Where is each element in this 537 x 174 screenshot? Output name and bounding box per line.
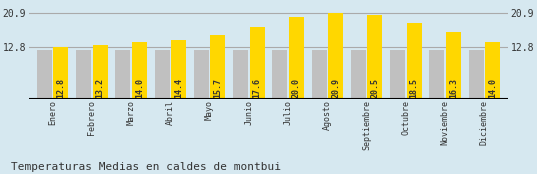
Bar xyxy=(367,15,382,99)
Bar xyxy=(250,27,265,99)
Bar xyxy=(430,50,444,99)
Bar xyxy=(194,50,209,99)
Text: 13.2: 13.2 xyxy=(96,78,105,98)
Bar xyxy=(328,13,343,99)
Text: 16.3: 16.3 xyxy=(449,78,458,98)
Text: 20.5: 20.5 xyxy=(371,78,379,98)
Bar xyxy=(311,50,326,99)
Bar xyxy=(469,50,484,99)
Bar xyxy=(132,42,147,99)
Text: 15.7: 15.7 xyxy=(213,78,222,98)
Text: 17.6: 17.6 xyxy=(252,78,262,98)
Bar xyxy=(53,47,68,99)
Bar xyxy=(115,50,130,99)
Text: 14.0: 14.0 xyxy=(135,78,144,98)
Bar xyxy=(446,32,461,99)
Bar xyxy=(171,40,186,99)
Bar xyxy=(390,50,405,99)
Bar xyxy=(233,50,248,99)
Bar xyxy=(351,50,366,99)
Bar xyxy=(272,50,287,99)
Bar xyxy=(485,42,500,99)
Bar xyxy=(76,50,91,99)
Text: 12.8: 12.8 xyxy=(56,78,66,98)
Bar xyxy=(155,50,170,99)
Text: 14.4: 14.4 xyxy=(174,78,183,98)
Bar xyxy=(407,23,422,99)
Text: 18.5: 18.5 xyxy=(410,78,419,98)
Bar xyxy=(211,35,226,99)
Bar xyxy=(289,17,304,99)
Text: 14.0: 14.0 xyxy=(488,78,497,98)
Bar xyxy=(93,45,107,99)
Text: 20.0: 20.0 xyxy=(292,78,301,98)
Bar xyxy=(37,50,52,99)
Text: 20.9: 20.9 xyxy=(331,78,340,98)
Text: Temperaturas Medias en caldes de montbui: Temperaturas Medias en caldes de montbui xyxy=(11,162,281,172)
